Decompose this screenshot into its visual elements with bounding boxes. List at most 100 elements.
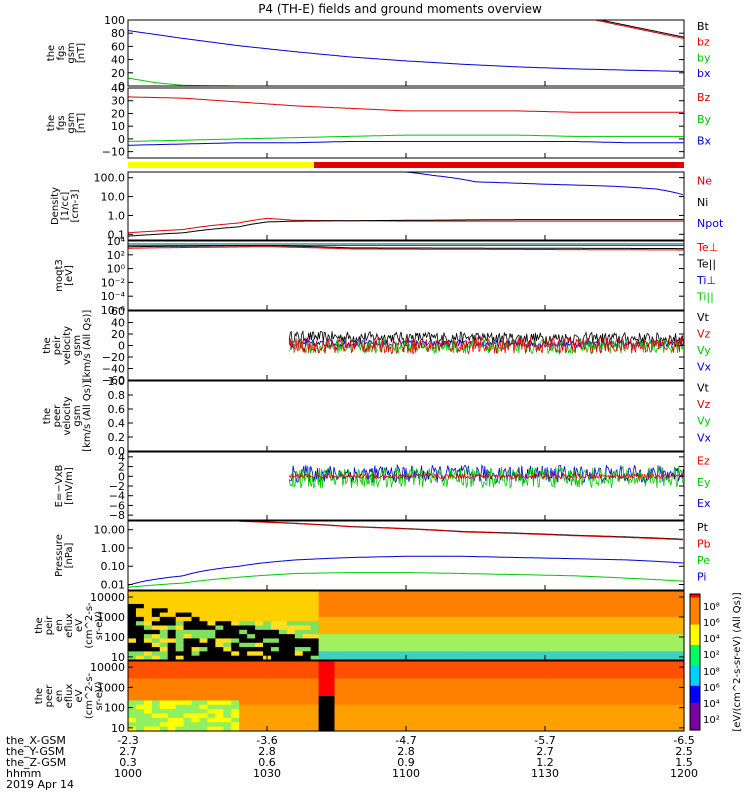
spectrogram-cell <box>612 625 622 631</box>
spectrogram-cell <box>263 722 272 728</box>
spectrogram-cell <box>382 591 391 596</box>
colorbar-cell <box>690 689 700 694</box>
spectrogram-cell <box>477 726 487 732</box>
spectrogram-cell <box>541 665 550 671</box>
spectrogram-cell <box>342 591 351 596</box>
spectrogram-cell <box>652 674 661 680</box>
spectrogram-cell <box>469 655 479 661</box>
spectrogram-cell <box>239 717 248 723</box>
spectrogram-cell <box>255 638 264 644</box>
spectrogram-cell <box>215 700 224 706</box>
spectrogram-cell <box>509 599 518 605</box>
spectrogram-cell <box>239 674 248 680</box>
spectrogram-cell <box>374 678 383 684</box>
spectrogram-cell <box>493 642 502 648</box>
spectrogram-cell <box>525 603 534 609</box>
y-axis-label-line: [nPa] <box>64 542 75 568</box>
spectrogram-cell <box>548 726 558 732</box>
spectrogram-cell <box>294 682 304 688</box>
spectrogram-cell <box>366 687 375 693</box>
spectrogram-cell <box>183 661 193 666</box>
spectrogram-cell <box>612 713 622 719</box>
spectrogram-cell <box>533 661 542 666</box>
spectrogram-cell <box>263 651 272 657</box>
spectrogram-cell <box>413 687 423 693</box>
spectrogram-cell <box>128 665 137 671</box>
y-tick-label: 1.00 <box>101 542 126 555</box>
footer-row-label: the_X-GSM <box>6 734 66 747</box>
spectrogram-cell <box>223 722 232 728</box>
spectrogram-cell <box>366 661 375 666</box>
spectrogram-cell <box>326 682 336 688</box>
spectrogram-cell <box>525 678 534 684</box>
spectrogram-cell <box>128 661 137 666</box>
spectrogram-cell <box>517 696 526 701</box>
spectrogram-cell <box>247 655 256 661</box>
footer-value: -5.7 <box>534 734 555 747</box>
spectrogram-cell <box>128 616 137 622</box>
spectrogram-cell <box>183 634 193 640</box>
spectrogram-cell <box>263 599 272 605</box>
spectrogram-cell <box>461 638 471 644</box>
spectrogram-cell <box>167 599 177 605</box>
spectrogram-cell <box>580 674 590 680</box>
spectrogram-cell <box>374 629 383 635</box>
spectrogram-cell <box>167 669 177 675</box>
y-tick-label: 0.1 <box>108 228 126 241</box>
spectrogram-cell <box>278 655 288 661</box>
spectrogram-cell <box>294 669 304 675</box>
spectrogram-cell <box>429 713 439 719</box>
spectrogram-cell <box>159 647 169 652</box>
spectrogram-cell <box>628 651 637 657</box>
spectrogram-cell <box>445 642 455 648</box>
spectrogram-cell <box>564 634 574 640</box>
spectrogram-cell <box>406 665 415 671</box>
spectrogram-cell <box>278 603 288 609</box>
spectrogram-cell <box>207 696 216 701</box>
spectrogram-cell <box>548 713 558 719</box>
spectrogram-cell <box>286 651 296 657</box>
spectrogram-cell <box>302 634 312 640</box>
spectrogram-cell <box>207 612 216 618</box>
spectrogram-cell <box>413 700 423 706</box>
spectrogram-cell <box>556 713 566 719</box>
spectrogram-cell <box>509 612 518 618</box>
spectrogram-cell <box>485 696 494 701</box>
spectrogram-cell <box>374 651 383 657</box>
y-tick-label: −20 <box>102 351 125 364</box>
spectrogram-cell <box>358 595 367 601</box>
series-ni <box>127 219 684 237</box>
spectrogram-cell <box>318 700 328 706</box>
y-tick-label: 0 <box>118 340 125 353</box>
spectrogram-cell <box>469 717 479 723</box>
y-tick-label: −4 <box>109 490 125 503</box>
spectrogram-cell <box>541 625 550 631</box>
spectrogram-cell <box>334 591 344 596</box>
y-axis-label: thepeervelocitygsm[km/s (All Qs)] <box>42 380 93 452</box>
spectrogram-cell <box>556 687 566 693</box>
spectrogram-cell <box>501 722 510 728</box>
spectrogram-cell <box>564 595 574 601</box>
spectrogram-cell <box>437 638 447 644</box>
spectrogram-cell <box>421 638 431 644</box>
spectrogram-cell <box>286 595 296 601</box>
spectrogram-cell <box>469 691 479 697</box>
spectrogram-cell <box>445 616 455 622</box>
spectrogram-cell <box>485 647 494 652</box>
spectrogram-cell <box>128 678 137 684</box>
spectrogram-cell <box>167 682 177 688</box>
spectrogram-cell <box>207 726 216 732</box>
spectrogram-cell <box>318 642 328 648</box>
spectrogram-cell <box>183 612 193 618</box>
y-tick-label: 10 <box>111 722 125 735</box>
spectrogram-cell <box>167 603 177 609</box>
spectrogram-cell <box>334 608 344 614</box>
colorbar-cell <box>690 624 700 629</box>
spectrogram-cell <box>525 591 534 596</box>
series-pe <box>127 572 684 588</box>
spectrogram-cell <box>231 704 240 710</box>
spectrogram-cell <box>652 647 661 652</box>
spectrogram-cell <box>398 722 407 728</box>
spectrogram-cell <box>398 616 407 622</box>
spectrogram-cell <box>541 709 550 715</box>
